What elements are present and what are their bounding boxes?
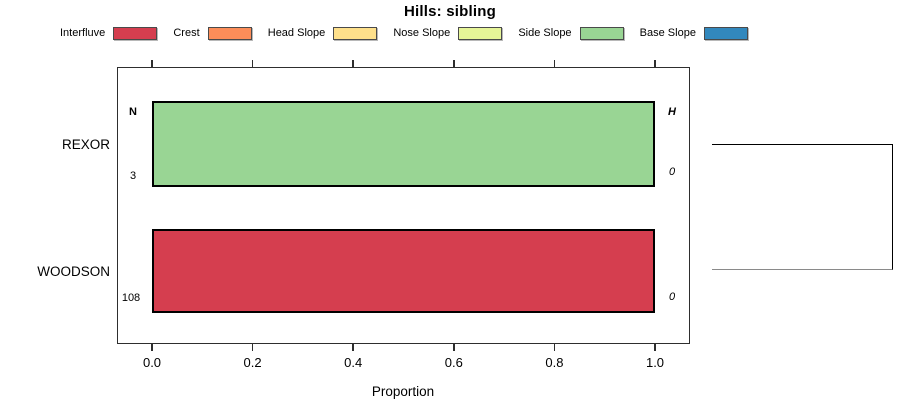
legend-label: Head Slope — [267, 27, 326, 39]
x-axis-tick — [251, 344, 254, 351]
legend-item-side-slope: Side Slope — [518, 26, 624, 40]
bar-rexor-side-slope — [152, 101, 655, 187]
x-tick-label: 1.0 — [645, 355, 665, 370]
clipped-side-panel-box — [712, 144, 893, 270]
x-axis-top-tick — [553, 60, 556, 67]
x-tick-label: 0.8 — [545, 355, 564, 370]
nose-slope-color-swatch-icon — [458, 26, 503, 40]
x-axis-top-tick — [352, 60, 354, 67]
legend-label: Side Slope — [518, 27, 572, 39]
woodson-n-value: 108 — [121, 292, 141, 304]
legend-label: Base Slope — [639, 27, 696, 39]
x-tick-label: 0.0 — [142, 355, 162, 370]
rexor-n-value: 3 — [129, 170, 137, 182]
legend: Interfluve Crest Head Slope Nose Slope S… — [60, 25, 748, 41]
x-axis-tick — [654, 344, 656, 351]
head-slope-color-swatch-icon — [333, 26, 378, 40]
count-column-header-h: H — [668, 106, 676, 118]
chart-title: Hills: sibling — [404, 3, 496, 20]
x-axis-top-tick — [151, 60, 153, 67]
rexor-h-value: 0 — [668, 166, 676, 178]
legend-item-interfluve: Interfluve — [60, 26, 158, 40]
x-axis-top-tick — [453, 60, 455, 67]
x-axis-top-tick — [654, 60, 656, 67]
crest-color-swatch-icon — [207, 26, 252, 40]
x-axis-tick — [352, 344, 354, 351]
bar-woodson-interfluve — [152, 229, 655, 313]
legend-label: Crest — [173, 27, 200, 39]
legend-item-nose-slope: Nose Slope — [393, 26, 503, 40]
interfluve-color-swatch-icon — [113, 26, 158, 40]
x-tick-label: 0.4 — [344, 355, 363, 370]
x-axis-tick — [151, 344, 153, 351]
x-axis-top-tick — [251, 60, 254, 67]
count-column-header-n: N — [129, 106, 137, 118]
x-axis-title: Proportion — [371, 384, 435, 399]
x-tick-label: 0.2 — [243, 355, 262, 370]
side-slope-color-swatch-icon — [579, 26, 624, 40]
x-axis-tick — [553, 344, 556, 351]
woodson-h-value: 0 — [668, 291, 676, 303]
base-slope-color-swatch-icon — [703, 26, 748, 40]
legend-label: Nose Slope — [393, 27, 451, 39]
y-axis-label-woodson: WOODSON — [37, 264, 110, 279]
legend-item-head-slope: Head Slope — [267, 26, 378, 40]
x-tick-label: 0.6 — [444, 355, 463, 370]
x-axis-tick — [453, 344, 455, 351]
legend-item-base-slope: Base Slope — [639, 26, 748, 40]
legend-item-crest: Crest — [173, 26, 252, 40]
y-axis-label-rexor: REXOR — [61, 137, 110, 152]
legend-label: Interfluve — [60, 27, 106, 39]
